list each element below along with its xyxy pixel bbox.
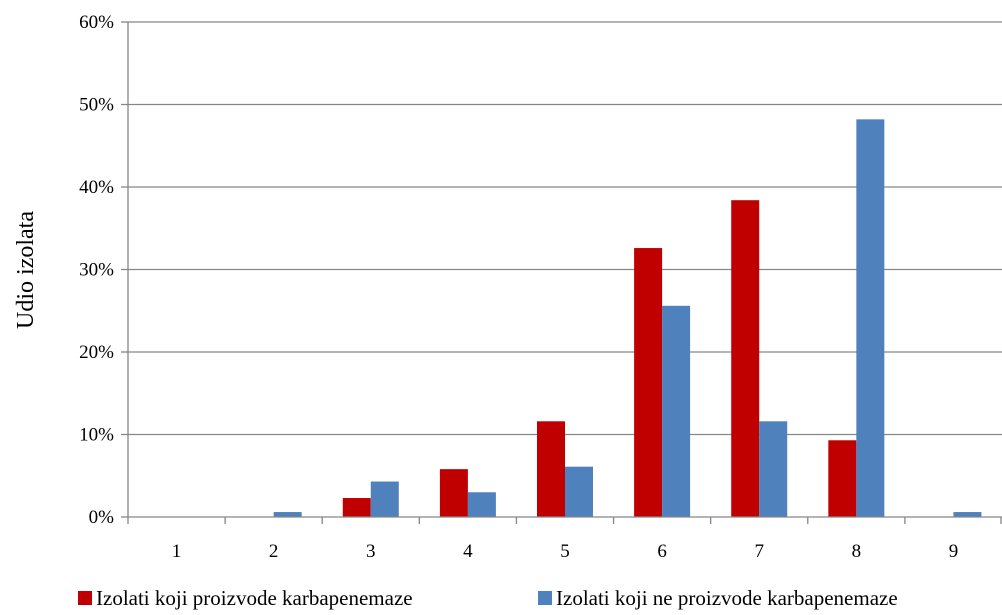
y-tick-label: 60%	[79, 12, 114, 33]
bar-producing-7	[731, 200, 760, 517]
x-tick-label: 8	[852, 541, 862, 562]
x-tick-label: 2	[269, 541, 279, 562]
x-tick-label: 1	[172, 541, 182, 562]
x-tick-label: 7	[754, 541, 764, 562]
bar-non-producing-6	[662, 305, 691, 517]
x-tick-label: 9	[949, 541, 959, 562]
bar-non-producing-9	[953, 512, 982, 517]
y-tick-label: 0%	[89, 507, 115, 528]
bar-producing-3	[342, 498, 371, 517]
bar-producing-8	[828, 440, 857, 517]
x-axis-tick-labels: 1 2 3 4 5 6 7 8 9	[172, 541, 958, 562]
x-tick-label: 5	[560, 541, 570, 562]
y-axis-tick-labels: 0% 10% 20% 30% 40% 50% 60%	[79, 12, 114, 528]
y-tick-label: 40%	[79, 177, 114, 198]
bar-non-producing-7	[759, 421, 788, 517]
axes	[127, 22, 1002, 524]
x-tick-label: 6	[657, 541, 667, 562]
legend: Izolati koji proizvode karbapenemaze Izol…	[78, 586, 898, 610]
y-tick-label: 30%	[79, 260, 114, 281]
bar-non-producing-8	[856, 119, 885, 517]
y-tick-label: 20%	[79, 342, 114, 363]
bar-producing-6	[634, 248, 663, 518]
bar-non-producing-5	[565, 466, 593, 517]
bar-non-producing-2	[273, 512, 302, 517]
bar-non-producing-3	[370, 481, 399, 517]
legend-swatch	[538, 591, 552, 605]
legend-label: Izolati koji proizvode karbapenemaze	[96, 586, 413, 610]
bar-producing-4	[439, 469, 468, 517]
bars	[273, 119, 982, 518]
y-tick-label: 50%	[79, 95, 114, 116]
x-tick-label: 4	[463, 541, 473, 562]
x-tick-label: 3	[366, 541, 376, 562]
legend-label: Izolati koji ne proizvode karbapenemaze	[556, 586, 898, 610]
y-tick-label: 10%	[79, 425, 114, 446]
bar-non-producing-4	[467, 492, 496, 517]
bar-producing-5	[537, 421, 565, 517]
legend-swatch	[78, 591, 92, 605]
y-axis-label: Udio izolata	[13, 211, 39, 329]
